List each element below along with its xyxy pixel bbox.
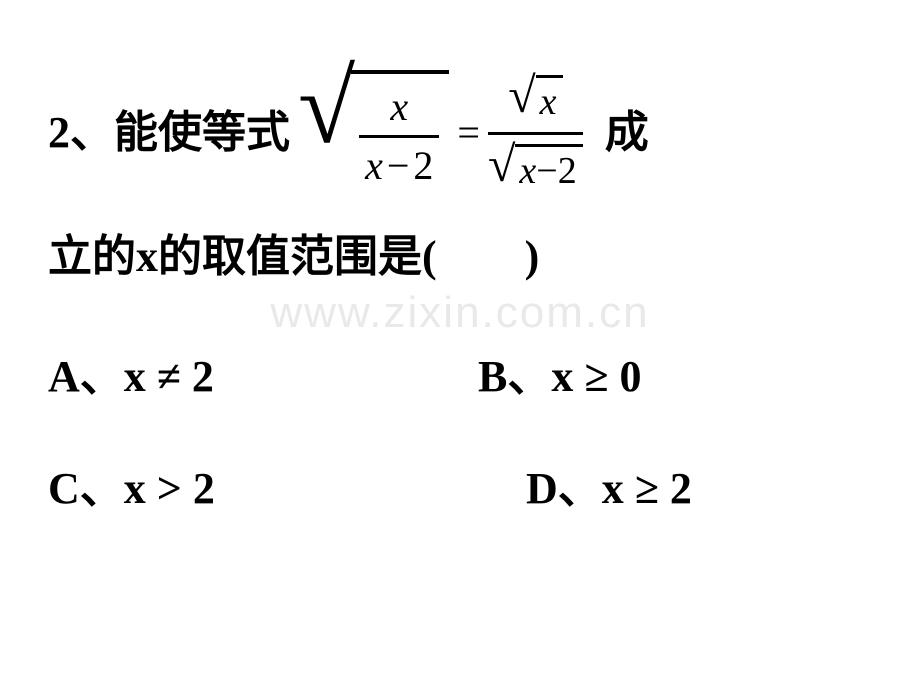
sqrt-left: √ x x−2 bbox=[298, 70, 449, 196]
den-op: − bbox=[383, 143, 414, 188]
fraction-right: √ x √ x−2 bbox=[488, 72, 583, 194]
den-b: 2 bbox=[558, 150, 577, 192]
option-c[interactable]: C、x > 2 bbox=[48, 452, 526, 516]
line2-after: 的取值范围是( ) bbox=[158, 232, 539, 281]
equals-sign: = bbox=[449, 109, 488, 157]
option-b[interactable]: B、x ≥ 0 bbox=[478, 340, 642, 404]
den-b: 2 bbox=[413, 143, 433, 188]
denominator: x−2 bbox=[359, 135, 439, 190]
option-d-label: D、 bbox=[526, 464, 602, 513]
sqrt-num: √ x bbox=[508, 75, 562, 126]
den-op: − bbox=[536, 150, 557, 192]
option-a-label: A、 bbox=[48, 352, 124, 401]
options-block: A、x ≠ 2 B、x ≥ 0 C、x > 2 D、x ≥ 2 bbox=[48, 340, 872, 516]
question-lead: 2、能使等式 bbox=[48, 107, 290, 160]
option-row-1: A、x ≠ 2 B、x ≥ 0 bbox=[48, 340, 872, 404]
equation: √ x x−2 = √ x bbox=[298, 70, 583, 196]
question-line-2: 立的x的取值范围是( ) bbox=[48, 220, 872, 284]
question-trailing: 成 bbox=[605, 107, 649, 160]
option-d[interactable]: D、x ≥ 2 bbox=[526, 452, 692, 516]
question-line-1: 2、能使等式 √ x x−2 = √ x bbox=[48, 70, 872, 196]
line2-var: x bbox=[136, 232, 158, 281]
radicand-num: x bbox=[536, 75, 563, 126]
radicand-left: x x−2 bbox=[351, 70, 449, 196]
option-b-label: B、 bbox=[478, 352, 551, 401]
denominator-right: √ x−2 bbox=[488, 132, 583, 195]
option-b-expr: x ≥ 0 bbox=[551, 352, 641, 401]
radical-symbol: √ bbox=[488, 144, 515, 184]
line2-before: 立的 bbox=[48, 232, 136, 281]
fraction-left: x x−2 bbox=[359, 83, 439, 190]
radical-symbol: √ bbox=[508, 75, 535, 115]
den-a: x bbox=[365, 143, 383, 188]
option-a[interactable]: A、x ≠ 2 bbox=[48, 340, 478, 404]
question-block: 2、能使等式 √ x x−2 = √ x bbox=[0, 0, 920, 516]
den-a: x bbox=[519, 150, 536, 192]
option-c-label: C、 bbox=[48, 464, 124, 513]
option-a-expr: x ≠ 2 bbox=[124, 352, 214, 401]
option-row-2: C、x > 2 D、x ≥ 2 bbox=[48, 452, 872, 516]
numerator: x bbox=[384, 83, 414, 135]
radical-symbol: √ bbox=[298, 70, 355, 147]
option-d-expr: x ≥ 2 bbox=[602, 464, 692, 513]
option-c-expr: x > 2 bbox=[124, 464, 215, 513]
sqrt-den: √ x−2 bbox=[488, 144, 583, 195]
radicand-den: x−2 bbox=[515, 144, 582, 195]
numerator-right: √ x bbox=[508, 72, 562, 132]
